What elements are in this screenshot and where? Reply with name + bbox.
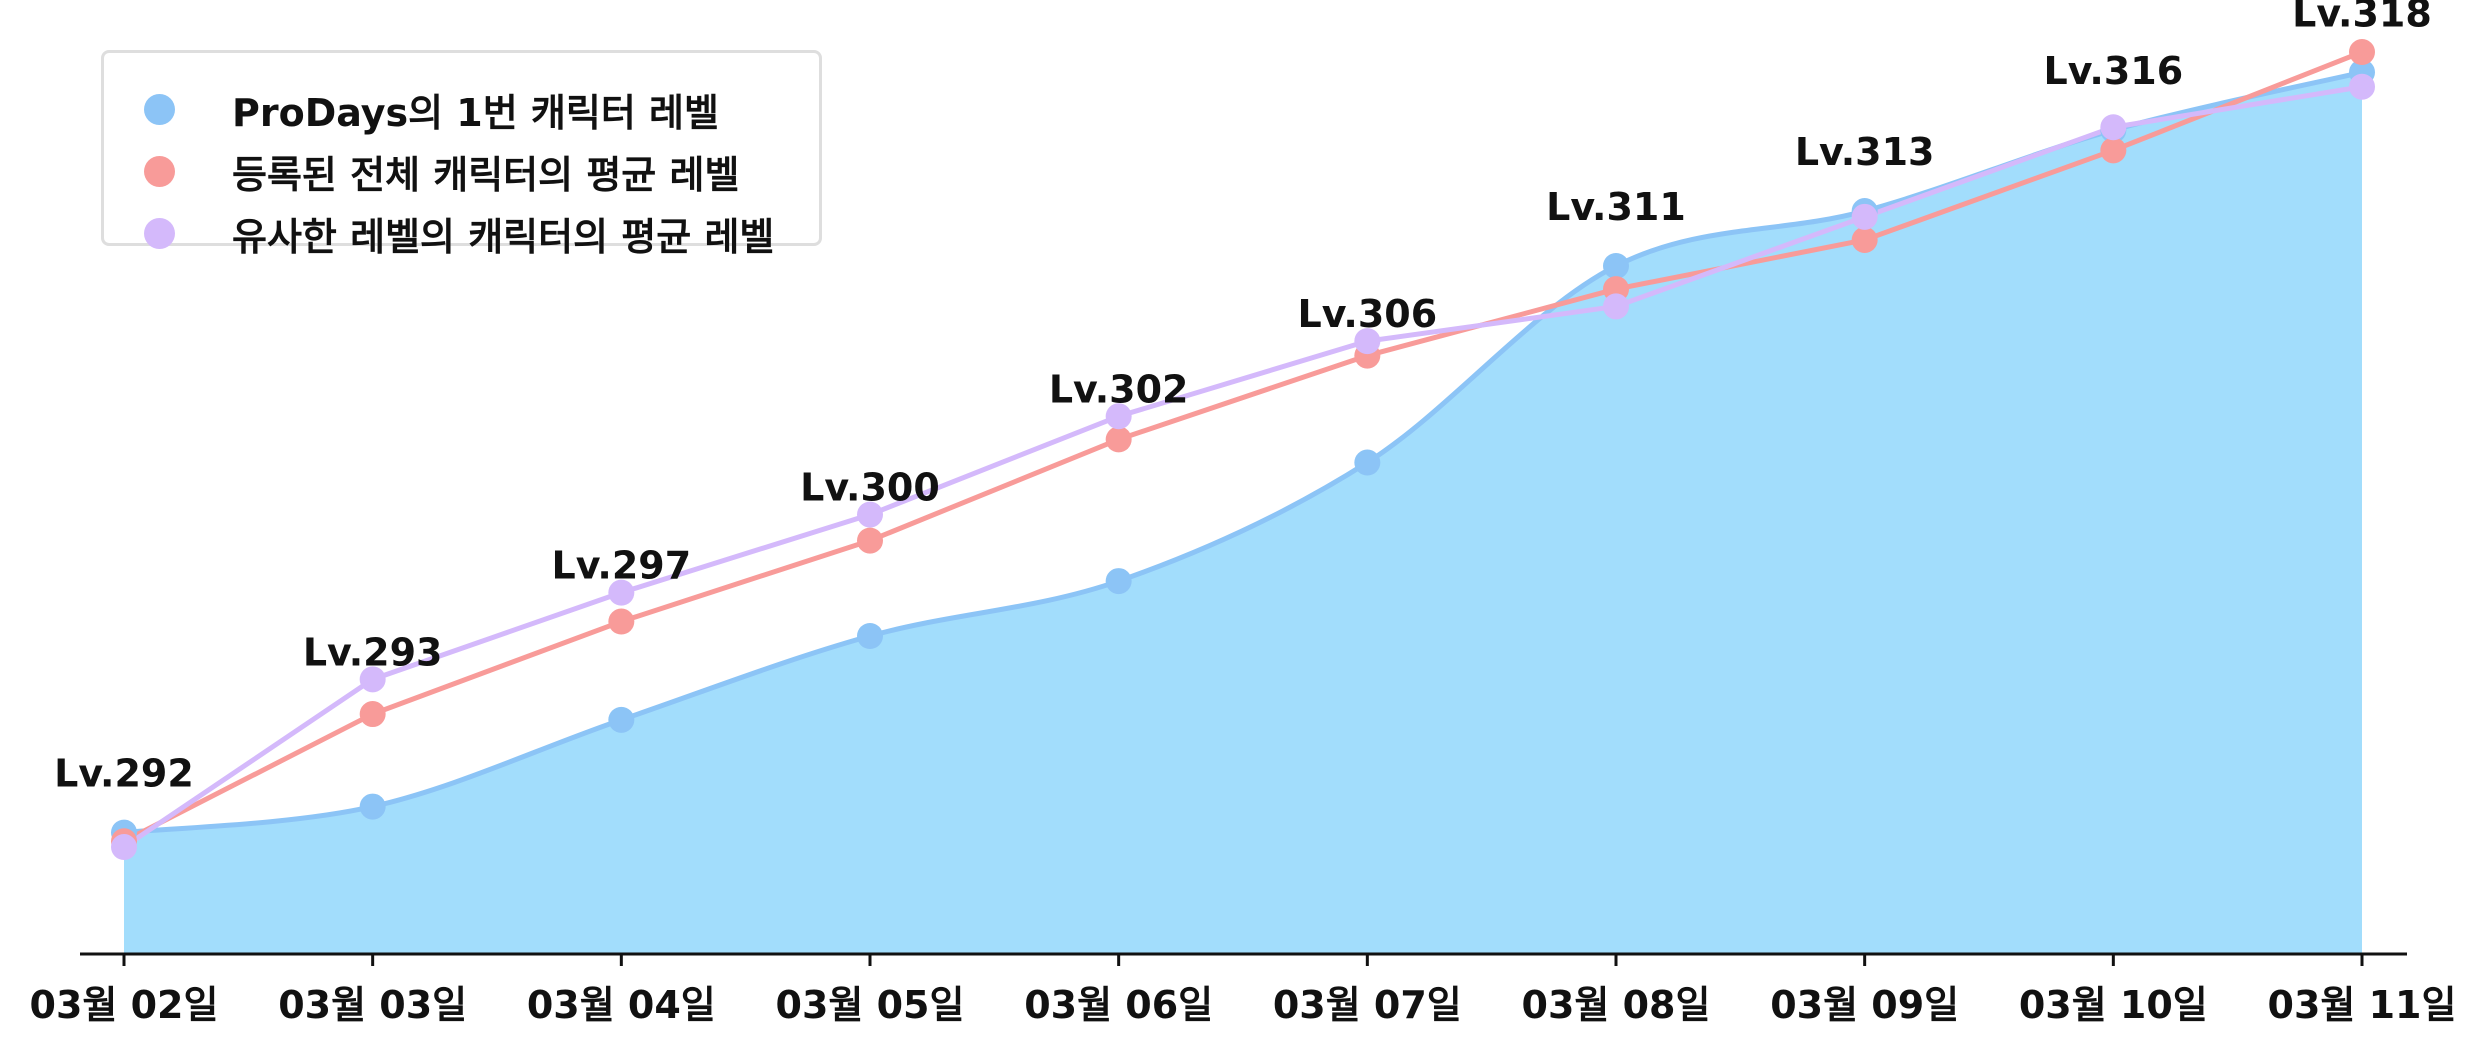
x-tick-label-3: 03월 04일 bbox=[527, 983, 716, 1027]
legend-marker-similar-average bbox=[144, 217, 175, 249]
data-point-similar-average-10 bbox=[2349, 73, 2375, 100]
data-point-all-average-3 bbox=[608, 608, 635, 635]
series-points-layer bbox=[111, 39, 2375, 861]
legend-marker-all-average bbox=[144, 155, 175, 187]
data-point-similar-average-8 bbox=[1851, 203, 1878, 230]
data-point-similar-average-5 bbox=[1105, 403, 1132, 430]
data-label-4: Lv.300 bbox=[800, 466, 940, 510]
data-label-2: Lv.293 bbox=[303, 630, 443, 674]
data-label-8: Lv.313 bbox=[1795, 130, 1935, 174]
legend: ProDays의 1번 캐릭터 레벨 등록된 전체 캐릭터의 평균 레벨 유사한… bbox=[101, 50, 822, 259]
data-label-10: Lv.318 bbox=[2292, 0, 2432, 35]
x-tick-label-8: 03월 09일 bbox=[1770, 983, 1959, 1027]
data-label-9: Lv.316 bbox=[2044, 49, 2184, 93]
data-point-all-average-5 bbox=[1105, 426, 1132, 453]
data-point-similar-average-3 bbox=[608, 579, 635, 606]
x-tick-label-10: 03월 11일 bbox=[2268, 983, 2457, 1027]
data-labels-layer: Lv.292 Lv.293 Lv.297 Lv.300 Lv.302 Lv.306 Lv.3… bbox=[54, 0, 2432, 796]
x-axis-ticks: 03월 02일 03월 03일 03월 04일 03월 05일 03월 06일 03월 0… bbox=[30, 954, 2457, 1027]
data-point-all-average-2 bbox=[359, 701, 386, 728]
series-line-all-average bbox=[121, 49, 2365, 844]
x-tick-label-9: 03월 10일 bbox=[2019, 983, 2208, 1027]
series-line-similar-average bbox=[121, 84, 2365, 850]
data-point-all-average-9 bbox=[2100, 137, 2127, 164]
data-point-prodays-6 bbox=[1354, 449, 1381, 476]
data-point-prodays-2 bbox=[359, 793, 386, 820]
series-lines-layer bbox=[121, 49, 2365, 850]
data-label-1: Lv.292 bbox=[54, 752, 194, 796]
data-point-similar-average-9 bbox=[2100, 114, 2127, 141]
data-point-similar-average-4 bbox=[857, 501, 883, 528]
legend-label-all-average: 등록된 전체 캐릭터의 평균 레벨 bbox=[232, 152, 740, 197]
data-label-3: Lv.297 bbox=[552, 544, 692, 588]
legend-label-similar-average: 유사한 레벨의 캐릭터의 평균 레벨 bbox=[232, 214, 775, 259]
data-point-all-average-4 bbox=[857, 527, 883, 554]
data-point-prodays-3 bbox=[608, 706, 635, 733]
x-tick-label-5: 03월 06일 bbox=[1024, 983, 1213, 1027]
data-point-similar-average-1 bbox=[111, 834, 137, 861]
data-label-7: Lv.311 bbox=[1546, 185, 1686, 229]
data-point-similar-average-7 bbox=[1603, 293, 1629, 320]
data-label-6: Lv.306 bbox=[1298, 292, 1438, 336]
data-point-all-average-10 bbox=[2349, 39, 2375, 66]
legend-label-prodays: ProDays의 1번 캐릭터 레벨 bbox=[232, 90, 719, 135]
x-tick-label-1: 03월 02일 bbox=[30, 983, 219, 1027]
data-label-5: Lv.302 bbox=[1049, 367, 1189, 411]
data-point-prodays-7 bbox=[1603, 252, 1629, 279]
x-tick-label-7: 03월 08일 bbox=[1522, 983, 1711, 1027]
area-fill-prodays bbox=[124, 72, 2362, 955]
data-point-similar-average-6 bbox=[1354, 328, 1381, 355]
data-point-similar-average-2 bbox=[359, 666, 386, 693]
data-point-prodays-4 bbox=[857, 623, 883, 649]
x-tick-label-6: 03월 07일 bbox=[1273, 983, 1462, 1027]
area-fill-layer bbox=[124, 72, 2362, 955]
x-tick-label-2: 03월 03일 bbox=[278, 983, 467, 1027]
legend-marker-prodays bbox=[144, 93, 175, 125]
x-tick-label-4: 03월 05일 bbox=[776, 983, 965, 1027]
data-point-prodays-5 bbox=[1105, 568, 1132, 595]
data-point-all-average-8 bbox=[1851, 226, 1878, 253]
